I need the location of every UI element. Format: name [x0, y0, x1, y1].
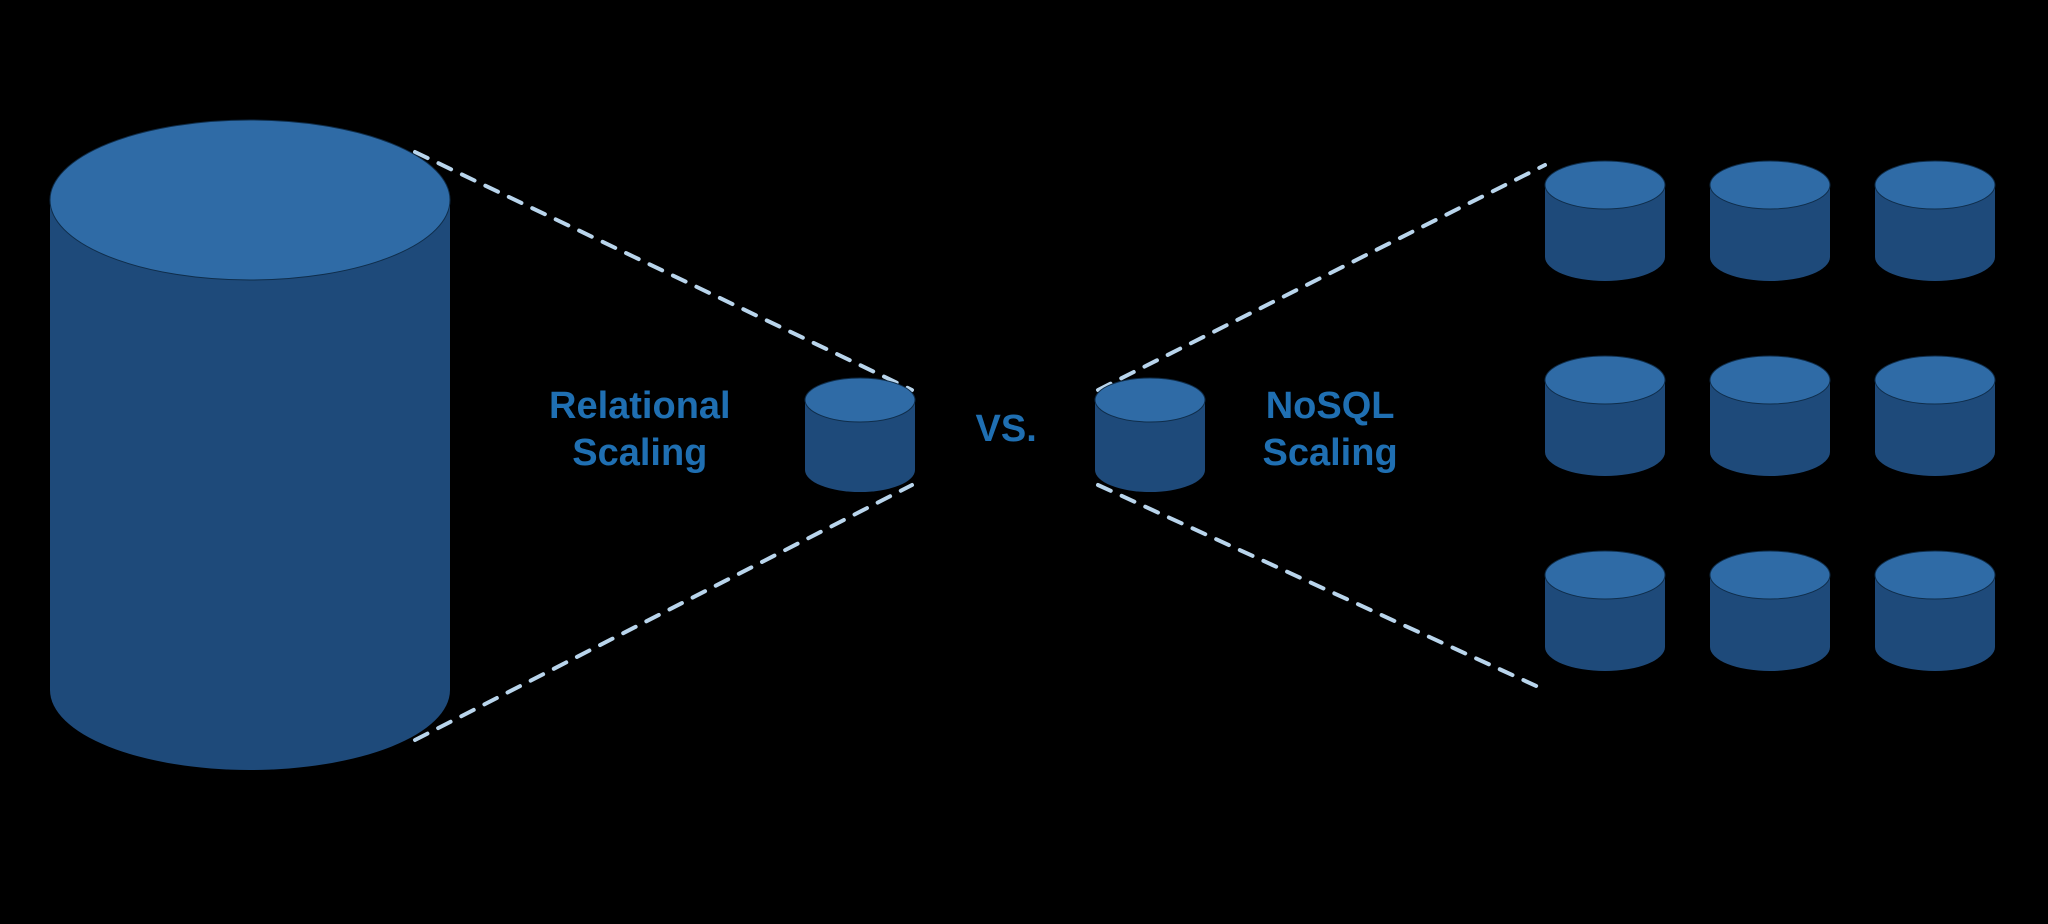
grid-db-cylinder-3: [1545, 356, 1665, 476]
grid-db-cylinder-4: [1710, 356, 1830, 476]
scaling-diagram: [0, 0, 2048, 924]
nosql-scaling-label: NoSQLScaling: [1263, 383, 1398, 478]
dash-left-bottom: [415, 485, 912, 740]
grid-db-cylinder-2: [1875, 161, 1995, 281]
grid-db-cylinder-5: [1875, 356, 1995, 476]
large-db-cylinder: [50, 120, 450, 770]
dash-right-bottom: [1098, 485, 1545, 690]
grid-db-cylinder-7: [1710, 551, 1830, 671]
dash-left-top: [415, 152, 912, 390]
vs-label: VS.: [976, 406, 1037, 454]
grid-db-cylinder-8: [1875, 551, 1995, 671]
grid-db-cylinder-0: [1545, 161, 1665, 281]
small-db-cylinder-left: [805, 378, 915, 492]
dash-right-top: [1098, 165, 1545, 390]
small-db-cylinder-right: [1095, 378, 1205, 492]
grid-db-cylinder-1: [1710, 161, 1830, 281]
grid-db-cylinder-6: [1545, 551, 1665, 671]
relational-scaling-label: RelationalScaling: [549, 383, 731, 478]
